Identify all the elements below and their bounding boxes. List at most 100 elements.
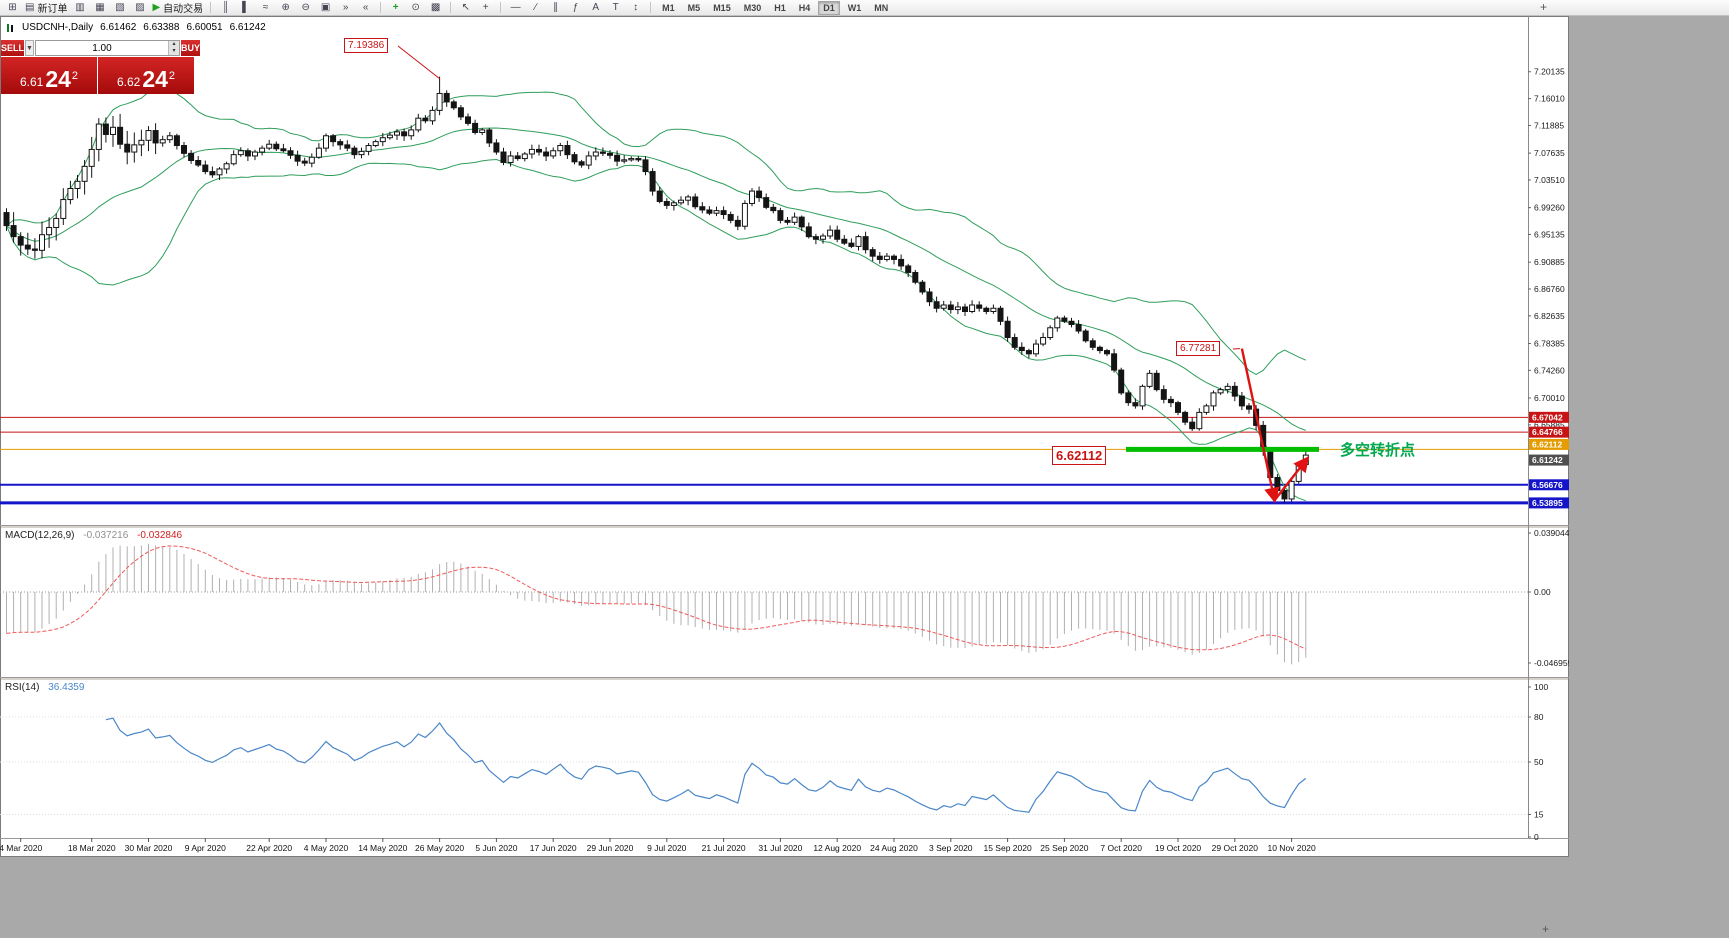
crosshair-icon[interactable]: + [476, 1, 495, 14]
cursor-icon[interactable]: ↖ [456, 1, 475, 14]
timeframe-h4-button[interactable]: H4 [798, 2, 811, 13]
autotrading-button[interactable]: ▶ 自动交易 [150, 1, 205, 16]
svg-text:7.16010: 7.16010 [1534, 94, 1565, 104]
volume-up-icon[interactable]: ▴ [167, 41, 179, 48]
price-macd-separator[interactable] [1, 525, 1568, 528]
price-axis-ticks: 7.20135 7.16010 7.11885 7.07635 7.03510 6.992… [1528, 67, 1565, 430]
chart-window: 7.20135 7.16010 7.11885 7.07635 7.03510 6.992… [0, 16, 1569, 857]
swing-price-annotation[interactable]: 6.77281 [1176, 341, 1221, 356]
templates-icon[interactable]: ▩ [426, 1, 445, 14]
line-chart-mode-icon[interactable]: ≈ [256, 1, 275, 14]
high-price-annotation[interactable]: 7.19386 [344, 38, 389, 53]
new-order-label: 新订单 [37, 4, 68, 15]
svg-text:7.11885: 7.11885 [1534, 120, 1564, 130]
time-axis[interactable]: 4 Mar 2020 18 Mar 2020 30 Mar 2020 9 Apr 20… [0, 838, 1316, 853]
macd-rsi-separator[interactable] [1, 677, 1568, 680]
macd-axis-ticks: 0.039044 0.00 -0.046959 [1528, 528, 1569, 668]
indicators-add-icon[interactable]: + [386, 1, 405, 14]
periods-icon[interactable]: ⊙ [406, 1, 425, 14]
svg-text:7.03510: 7.03510 [1534, 175, 1565, 185]
toolbar-overflow-plus-icon[interactable]: + [1540, 0, 1548, 14]
navigator-icon[interactable]: ▨ [130, 1, 149, 14]
macd-indicator-label: MACD(12,26,9) -0.037216 -0.032846 [5, 530, 182, 541]
autotrading-icon: ▶ [152, 1, 161, 13]
draw-trendline-icon: ∕ [534, 1, 537, 13]
zoom-in-icon[interactable]: ⊕ [276, 1, 295, 14]
svg-text:15: 15 [1534, 810, 1544, 820]
cursor-icon: ↖ [461, 1, 470, 13]
timeframe-m1-button[interactable]: M1 [662, 2, 675, 13]
down-arrow[interactable] [1240, 348, 1280, 504]
turning-point-note[interactable]: 多空转折点 [1340, 442, 1416, 459]
svg-text:6.65885: 6.65885 [1534, 420, 1565, 430]
timeframe-w1-button[interactable]: W1 [847, 2, 862, 13]
svg-text:21 Jul 2020: 21 Jul 2020 [702, 843, 746, 853]
order-type-dropdown[interactable]: ▼ [25, 40, 34, 56]
timeframe-m30-button[interactable]: M30 [743, 2, 762, 13]
draw-trendline-icon[interactable]: ∕ [526, 1, 545, 14]
chart-canvas[interactable]: 7.20135 7.16010 7.11885 7.07635 7.03510 6.992… [0, 16, 1569, 857]
chart-shift-icon: « [362, 1, 369, 13]
volume-field: ▴ ▾ [34, 40, 180, 56]
crosshair-icon: + [482, 1, 489, 13]
macd-main-value: -0.037216 [83, 530, 129, 541]
timeframe-h1-button[interactable]: H1 [774, 2, 786, 13]
chart-profiles-icon[interactable]: ▥ [70, 1, 89, 14]
market-watch-icon[interactable]: ▦ [90, 1, 109, 14]
chart-background[interactable] [0, 16, 1569, 857]
zoom-out-icon[interactable]: ⊖ [296, 1, 315, 14]
timeframe-mn-button[interactable]: MN [874, 2, 889, 13]
timeframe-m15-button[interactable]: M15 [713, 2, 731, 13]
draw-fibonacci-icon[interactable]: ƒ [566, 1, 585, 14]
svg-text:-0.046959: -0.046959 [1534, 658, 1569, 668]
svg-text:0.00: 0.00 [1534, 587, 1551, 597]
svg-text:29 Oct 2020: 29 Oct 2020 [1212, 843, 1259, 853]
timeframe-d1-button[interactable]: D1 [818, 0, 840, 15]
auto-scroll-icon: » [342, 1, 349, 13]
svg-text:0.039044: 0.039044 [1534, 528, 1569, 538]
data-window-icon[interactable]: ▧ [110, 1, 129, 14]
svg-text:12 Aug 2020: 12 Aug 2020 [813, 843, 861, 853]
svg-text:6.78385: 6.78385 [1534, 338, 1565, 348]
tile-windows-icon[interactable]: ▣ [316, 1, 335, 14]
sell-price-frac: 2 [71, 70, 79, 82]
buy-button[interactable]: BUY [180, 40, 200, 56]
volume-input[interactable] [35, 41, 168, 55]
timeframe-m5-button[interactable]: M5 [687, 2, 701, 13]
volume-down-icon[interactable]: ▾ [167, 48, 179, 55]
svg-text:9 Apr 2020: 9 Apr 2020 [185, 843, 226, 853]
buy-price-tile[interactable]: 6.62 24 2 [98, 57, 194, 94]
candlestick-icon [5, 23, 15, 33]
workspace-plus-icon[interactable]: + [1542, 922, 1550, 936]
templates-icon: ▩ [430, 1, 441, 13]
new-chart-icon[interactable]: ⊞ [3, 1, 22, 14]
up-arrow[interactable] [1273, 456, 1310, 502]
auto-scroll-icon[interactable]: » [336, 1, 355, 14]
draw-channel-icon[interactable]: ∥ [546, 1, 565, 14]
sell-price-pips: 24 [45, 66, 71, 92]
rsi-line [105, 717, 1307, 813]
rsi-indicator-label: RSI(14) 36.4359 [5, 682, 84, 693]
svg-text:26 May 2020: 26 May 2020 [415, 843, 464, 853]
draw-arrows-icon[interactable]: ↕ [626, 1, 645, 14]
draw-hline-icon[interactable]: — [506, 1, 525, 14]
buy-price-pips: 24 [142, 66, 168, 92]
rsi-value: 36.4359 [48, 682, 85, 693]
new-order-button[interactable]: ▤ 新订单 [23, 1, 69, 16]
sell-button[interactable]: SELL [1, 40, 25, 56]
chart-shift-icon[interactable]: « [356, 1, 375, 14]
candles[interactable] [3, 76, 1309, 503]
symbol-label: USDCNH-,Daily [22, 22, 94, 33]
svg-text:3 Sep 2020: 3 Sep 2020 [929, 843, 973, 853]
svg-text:6.82635: 6.82635 [1534, 311, 1565, 321]
autotrading-label: 自动交易 [163, 4, 204, 15]
draw-text-icon: A [592, 1, 599, 13]
bar-chart-mode-icon[interactable]: ║ [216, 1, 235, 14]
sell-price-tile[interactable]: 6.61 24 2 [1, 57, 97, 94]
draw-text-icon[interactable]: A [586, 1, 605, 14]
draw-label-icon[interactable]: T [606, 1, 625, 14]
candlestick-mode-icon: ▌ [242, 1, 250, 13]
svg-text:22 Apr 2020: 22 Apr 2020 [246, 843, 292, 853]
candlestick-mode-icon[interactable]: ▌ [236, 1, 255, 14]
level-price-annotation[interactable]: 6.62112 [1052, 446, 1107, 465]
